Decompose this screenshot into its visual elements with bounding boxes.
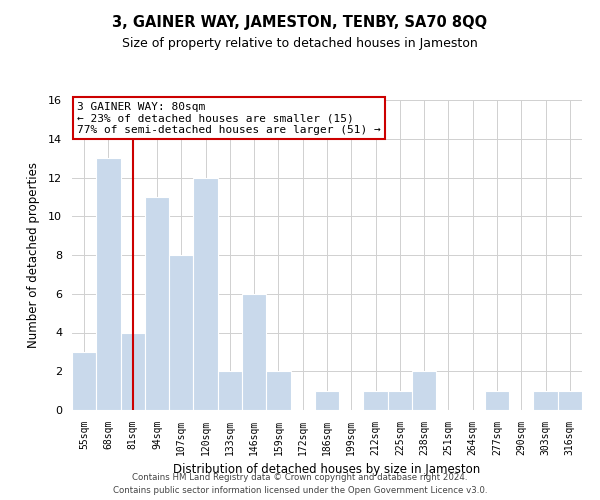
Bar bbox=[145, 197, 169, 410]
Bar bbox=[266, 371, 290, 410]
Bar bbox=[242, 294, 266, 410]
Bar bbox=[364, 390, 388, 410]
Bar bbox=[558, 390, 582, 410]
Bar bbox=[96, 158, 121, 410]
Bar bbox=[412, 371, 436, 410]
Bar bbox=[72, 352, 96, 410]
Bar bbox=[533, 390, 558, 410]
Bar bbox=[193, 178, 218, 410]
Bar bbox=[315, 390, 339, 410]
Text: 3, GAINER WAY, JAMESTON, TENBY, SA70 8QQ: 3, GAINER WAY, JAMESTON, TENBY, SA70 8QQ bbox=[112, 15, 488, 30]
Bar bbox=[121, 332, 145, 410]
Bar bbox=[169, 255, 193, 410]
Bar bbox=[388, 390, 412, 410]
Y-axis label: Number of detached properties: Number of detached properties bbox=[27, 162, 40, 348]
Bar bbox=[485, 390, 509, 410]
Bar bbox=[218, 371, 242, 410]
Text: Contains HM Land Registry data © Crown copyright and database right 2024.
Contai: Contains HM Land Registry data © Crown c… bbox=[113, 474, 487, 495]
Text: 3 GAINER WAY: 80sqm
← 23% of detached houses are smaller (15)
77% of semi-detach: 3 GAINER WAY: 80sqm ← 23% of detached ho… bbox=[77, 102, 381, 134]
Text: Size of property relative to detached houses in Jameston: Size of property relative to detached ho… bbox=[122, 38, 478, 51]
X-axis label: Distribution of detached houses by size in Jameston: Distribution of detached houses by size … bbox=[173, 464, 481, 476]
